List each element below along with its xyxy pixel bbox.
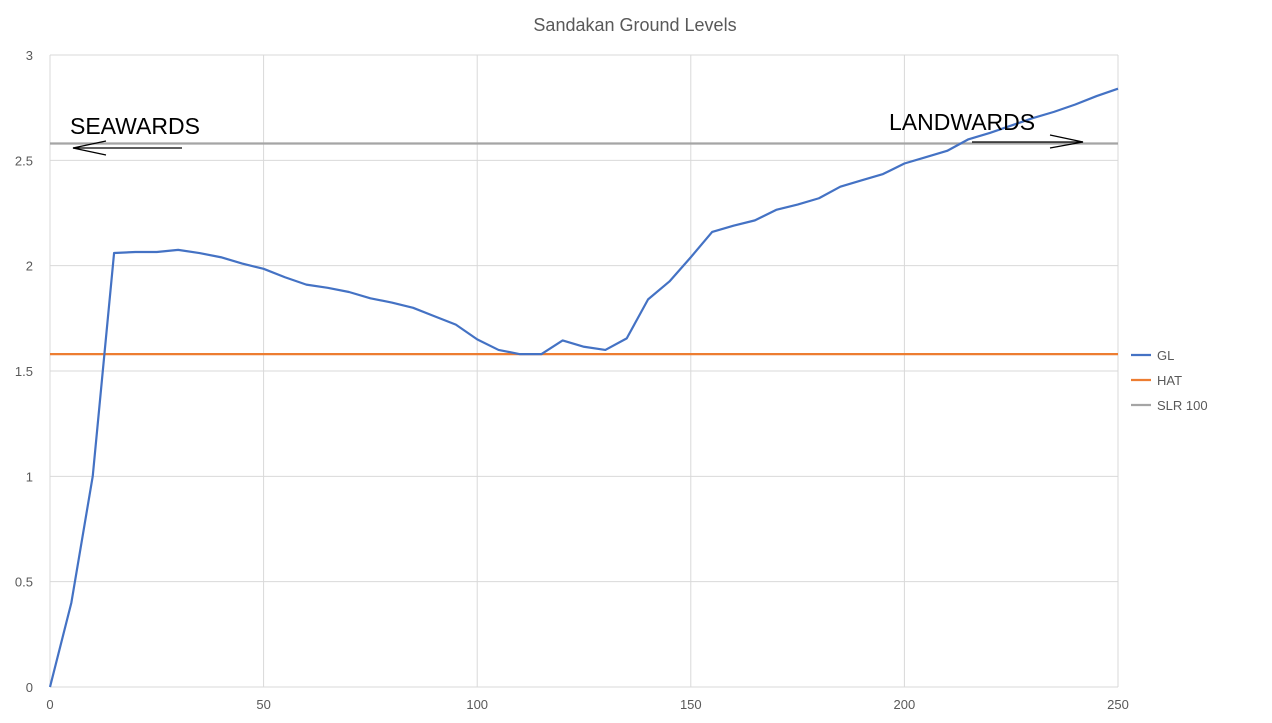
x-tick-label: 50 [256, 697, 270, 712]
series-lines [48, 87, 1119, 688]
y-tick-label: 2 [26, 259, 33, 274]
left-arrow-icon [72, 140, 182, 156]
y-tick-label: 1 [26, 469, 33, 484]
y-tick-label: 0 [26, 680, 33, 695]
y-tick-label: 0.5 [15, 575, 33, 590]
landwards-annotation: LANDWARDS [889, 109, 1084, 149]
landwards-label: LANDWARDS [889, 109, 1035, 135]
x-tick-label: 100 [466, 697, 488, 712]
tick-labels: 0 0.5 1 1.5 2 2.5 3 0 50 100 150 200 250 [15, 48, 1129, 712]
y-tick-label: 3 [26, 48, 33, 63]
legend-label: SLR 100 [1157, 398, 1208, 413]
x-tick-label: 150 [680, 697, 702, 712]
legend-label: HAT [1157, 373, 1182, 388]
right-arrow-icon [972, 134, 1084, 149]
seawards-annotation: SEAWARDS [70, 113, 200, 156]
gridlines [49, 54, 1119, 688]
x-tick-label: 250 [1107, 697, 1129, 712]
y-tick-label: 2.5 [15, 153, 33, 168]
x-tick-label: 0 [46, 697, 53, 712]
legend: GL HAT SLR 100 [1131, 348, 1208, 413]
x-tick-label: 200 [894, 697, 916, 712]
seawards-label: SEAWARDS [70, 113, 200, 139]
y-tick-label: 1.5 [15, 364, 33, 379]
chart-title: Sandakan Ground Levels [533, 15, 736, 35]
legend-label: GL [1157, 348, 1174, 363]
series-line-gl [48, 87, 1119, 688]
